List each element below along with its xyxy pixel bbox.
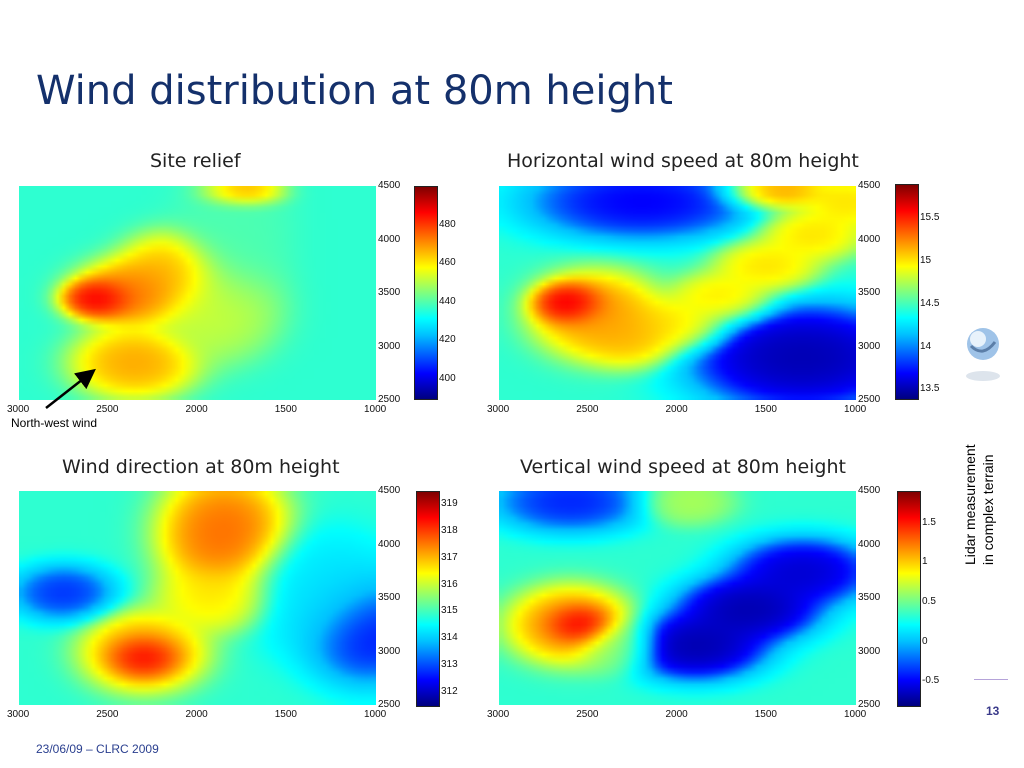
x-tick-label: 2000 <box>185 404 208 415</box>
y-tick-label: 3000 <box>858 645 881 657</box>
north-west-wind-arrow <box>45 368 96 409</box>
x-tick-label: 2500 <box>96 404 119 415</box>
y-tick-label: 3500 <box>858 287 881 298</box>
y-tick-label: 4000 <box>858 538 881 550</box>
y-tick-label: 3000 <box>858 340 881 352</box>
colorbar-tick-label: 420 <box>439 334 456 346</box>
heatmap-canvas <box>499 186 856 400</box>
heatmap-canvas <box>499 491 856 705</box>
colorbar-tick-label: 14.5 <box>920 297 940 309</box>
x-tick-label: 3000 <box>7 709 30 720</box>
x-tick-label: 1000 <box>844 404 867 415</box>
y-tick-label: 2500 <box>378 394 401 405</box>
chart-title: Vertical wind speed at 80m height <box>520 456 846 478</box>
x-tick-label: 1500 <box>754 709 777 720</box>
colorbar-tick-label: 1 <box>922 556 928 568</box>
colorbar-tick-label: 0 <box>922 635 928 647</box>
footer-date: 23/06/09 – CLRC 2009 <box>36 742 159 756</box>
colorbar-tick-label: 315 <box>441 605 458 617</box>
colorbar-tick-label: 316 <box>441 578 458 590</box>
colorbar-tick-label: -0.5 <box>922 675 940 687</box>
x-tick-label: 2500 <box>576 709 599 720</box>
y-tick-label: 2500 <box>378 699 401 710</box>
page-divider <box>974 679 1008 680</box>
x-tick-label: 1500 <box>274 709 297 720</box>
slide-title: Wind distribution at 80m height <box>36 68 673 114</box>
colorbar-tick-label: 312 <box>441 685 458 697</box>
x-tick-label: 1500 <box>274 404 297 415</box>
chart-title: Wind direction at 80m height <box>62 456 340 478</box>
x-tick-label: 1000 <box>364 404 387 415</box>
side-caption-line-2: in complex terrain <box>980 454 996 566</box>
side-caption-line-1: Lidar measurement <box>962 444 978 565</box>
y-tick-label: 4000 <box>378 233 401 245</box>
colorbar-tick-label: 15.5 <box>920 212 940 224</box>
y-tick-label: 4500 <box>858 485 881 496</box>
x-tick-label: 1000 <box>844 709 867 720</box>
x-tick-label: 2000 <box>665 709 688 720</box>
colorbar-tick-label: 400 <box>439 372 456 384</box>
y-tick-label: 3000 <box>378 340 401 352</box>
y-tick-label: 4500 <box>378 180 401 191</box>
x-tick-label: 2000 <box>665 404 688 415</box>
x-tick-label: 2500 <box>576 404 599 415</box>
colorbar-tick-label: 460 <box>439 257 456 269</box>
y-tick-label: 2500 <box>858 699 881 710</box>
y-tick-label: 4000 <box>858 233 881 245</box>
y-tick-label: 3000 <box>378 645 401 657</box>
colorbar-tick-label: 14 <box>920 340 932 352</box>
x-tick-label: 2000 <box>185 709 208 720</box>
x-tick-label: 3000 <box>487 709 510 720</box>
y-tick-label: 3500 <box>858 592 881 603</box>
x-tick-label: 2500 <box>96 709 119 720</box>
page-number: 13 <box>986 704 1000 718</box>
heatmap-canvas <box>19 186 376 400</box>
colorbar <box>416 491 440 707</box>
x-tick-label: 1000 <box>364 709 387 720</box>
colorbar-tick-label: 13.5 <box>920 383 940 395</box>
y-tick-label: 4500 <box>858 180 881 191</box>
logo-icon <box>966 328 1000 381</box>
chart-title: Horizontal wind speed at 80m height <box>507 150 859 172</box>
north-west-wind-label: North-west wind <box>11 416 98 430</box>
x-tick-label: 3000 <box>7 404 30 415</box>
x-tick-label: 1500 <box>754 404 777 415</box>
x-tick-label: 3000 <box>487 404 510 415</box>
colorbar-tick-label: 319 <box>441 498 458 510</box>
y-tick-label: 2500 <box>858 394 881 405</box>
y-tick-label: 4500 <box>378 485 401 496</box>
colorbar <box>897 491 921 707</box>
y-tick-label: 3500 <box>378 287 401 298</box>
colorbar-tick-label: 313 <box>441 658 458 670</box>
colorbar-tick-label: 0.5 <box>922 595 936 607</box>
colorbar-tick-label: 1.5 <box>922 516 936 528</box>
colorbar <box>895 184 919 400</box>
chart-title: Site relief <box>150 150 241 172</box>
heatmap-canvas <box>19 491 376 705</box>
colorbar-tick-label: 317 <box>441 551 458 563</box>
colorbar-tick-label: 15 <box>920 255 932 267</box>
y-tick-label: 3500 <box>378 592 401 603</box>
colorbar-tick-label: 318 <box>441 525 458 537</box>
colorbar-tick-label: 314 <box>441 632 458 644</box>
y-tick-label: 4000 <box>378 538 401 550</box>
colorbar <box>414 186 438 400</box>
side-caption: Lidar measurement in complex terrain <box>960 405 1020 565</box>
colorbar-tick-label: 440 <box>439 295 456 307</box>
colorbar-tick-label: 480 <box>439 218 456 230</box>
